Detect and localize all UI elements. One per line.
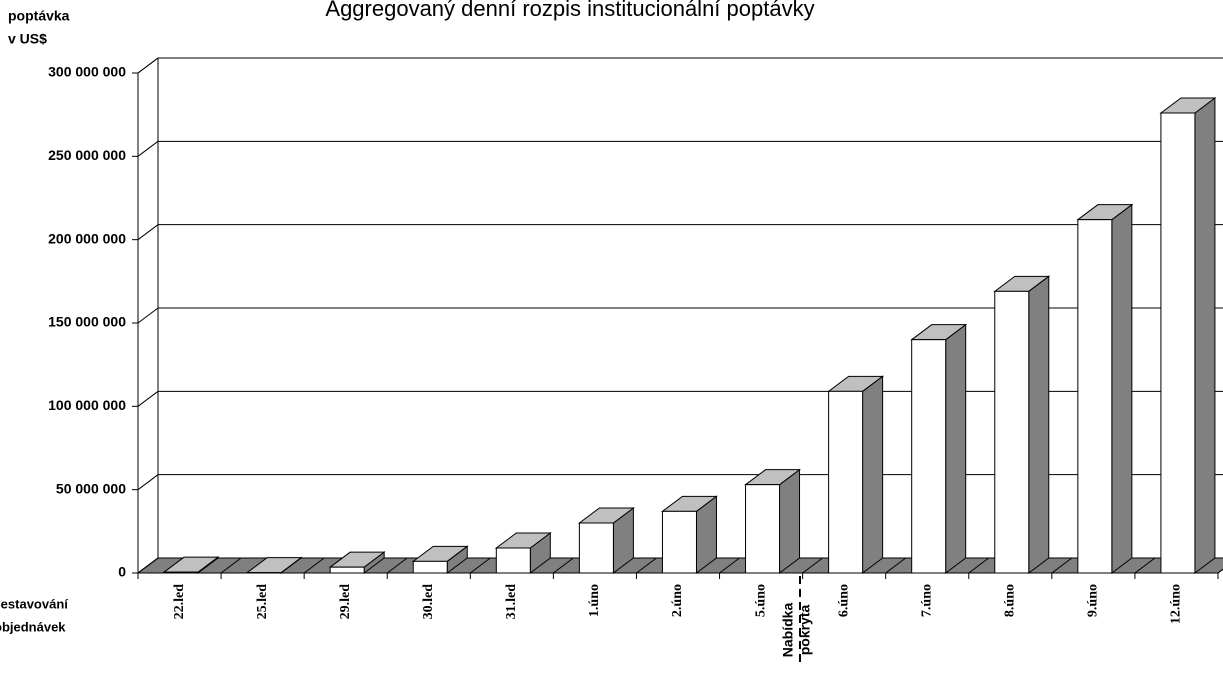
x-tick	[470, 557, 491, 574]
bar	[495, 547, 531, 574]
grid-line	[137, 307, 159, 324]
bar	[1160, 112, 1196, 574]
y-tick-label: 50 000 000	[56, 480, 126, 496]
x-tick	[885, 557, 906, 574]
bar	[994, 290, 1030, 574]
bar-side	[862, 375, 884, 574]
bar	[745, 484, 781, 574]
bar	[329, 566, 365, 574]
x-tick	[719, 557, 740, 574]
x-tick-label: 22.led	[172, 584, 187, 620]
x-tick-label: 5.úno	[753, 584, 768, 617]
grid-line	[137, 390, 159, 407]
bar-side	[1028, 275, 1050, 574]
x-axis-label: Sestavování	[0, 596, 68, 611]
bar-side	[1194, 97, 1216, 574]
x-tick-label: 6.úno	[836, 584, 851, 617]
x-tick-label: 29.led	[338, 584, 353, 620]
x-tick	[636, 557, 657, 574]
bar	[163, 571, 199, 574]
bar	[578, 522, 614, 574]
x-tick	[137, 557, 159, 574]
y-tick-label: 100 000 000	[48, 397, 126, 413]
x-tick	[220, 557, 242, 574]
bar-side	[779, 468, 801, 574]
x-tick	[1051, 557, 1073, 574]
grid-line	[137, 57, 159, 74]
y-axis-label: v US$	[8, 31, 47, 47]
x-tick	[303, 557, 325, 574]
bar	[1077, 219, 1113, 574]
grid-line	[137, 224, 159, 241]
y-axis-label: poptávka	[8, 8, 70, 24]
annotation: pokryta	[797, 605, 813, 656]
bar	[661, 510, 697, 574]
bar	[828, 390, 864, 574]
x-tick	[386, 557, 408, 574]
bar-side	[945, 323, 967, 574]
y-tick-label: 150 000 000	[48, 314, 126, 330]
x-tick	[553, 557, 574, 574]
bar	[911, 339, 947, 574]
chart-title: Aggregovaný denní rozpis institucionální…	[325, 0, 814, 21]
grid-line	[137, 140, 159, 157]
x-tick	[1134, 557, 1156, 574]
x-tick	[968, 557, 990, 574]
y-tick-label: 200 000 000	[48, 230, 126, 246]
x-tick-label: 25.led	[255, 584, 270, 620]
y-tick-label: 300 000 000	[48, 64, 126, 80]
y-tick-label: 0	[118, 564, 126, 580]
x-tick-label: 30.led	[421, 584, 436, 620]
x-tick-label: 8.úno	[1003, 584, 1018, 617]
bar-side	[1111, 203, 1133, 574]
x-tick	[1217, 568, 1223, 574]
x-axis-label: objednávek	[0, 619, 66, 634]
grid-line	[137, 474, 159, 491]
bar	[412, 560, 448, 574]
x-tick-label: 7.úno	[919, 584, 934, 617]
x-tick-label: 2.úno	[670, 584, 685, 617]
x-tick-label: 12.úno	[1169, 584, 1184, 624]
x-tick	[802, 557, 823, 574]
x-tick-label: 1.úno	[587, 584, 602, 617]
y-tick-label: 250 000 000	[48, 147, 126, 163]
x-tick-label: 9.úno	[1086, 584, 1101, 617]
x-tick-label: 31.led	[504, 584, 519, 620]
annotation: Nabídka	[780, 603, 796, 658]
